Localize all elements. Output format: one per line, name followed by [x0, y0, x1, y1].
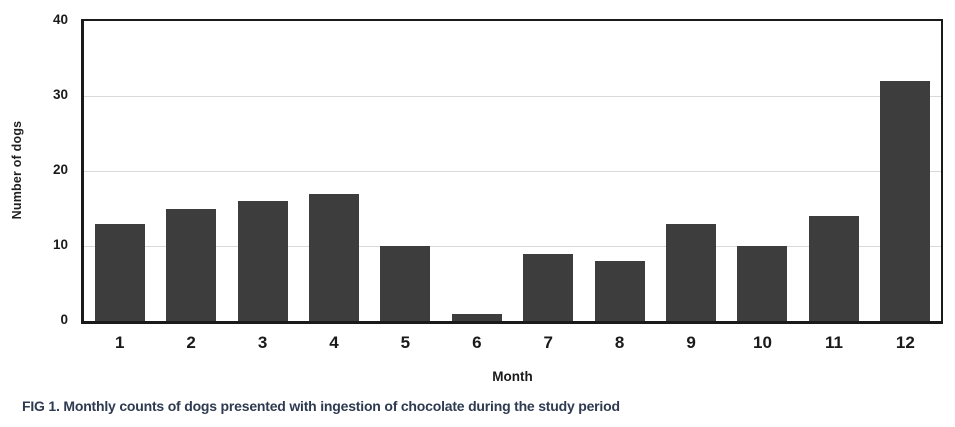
x-tick-label-11: 11 [824, 333, 843, 352]
x-tick-label-1: 1 [114, 333, 125, 352]
y-tick-label-30: 30 [52, 87, 68, 102]
bar-month-6 [451, 313, 502, 321]
figure-caption: FIG 1. Monthly counts of dogs presented … [22, 398, 620, 414]
x-tick-label-7: 7 [543, 333, 553, 352]
x-tick-label-6: 6 [472, 333, 482, 352]
bar-month-4 [308, 193, 359, 321]
bar-month-8 [594, 261, 645, 321]
gridline-y-30 [84, 95, 941, 97]
plot-area [81, 19, 943, 324]
x-axis-title: Month [492, 369, 533, 384]
bar-month-10 [737, 246, 788, 321]
bar-month-7 [523, 253, 574, 321]
bar-month-3 [237, 201, 288, 321]
bar-month-5 [380, 246, 431, 321]
y-tick-label-10: 10 [52, 237, 68, 252]
x-tick-label-10: 10 [753, 333, 772, 352]
y-axis-title: Number of dogs [10, 120, 24, 220]
x-tick-label-9: 9 [686, 333, 696, 352]
bar-month-1 [94, 223, 145, 321]
x-tick-label-5: 5 [400, 333, 411, 352]
bar-month-11 [808, 216, 859, 321]
y-tick-label-0: 0 [60, 312, 68, 327]
gridline-y-20 [84, 170, 941, 172]
x-axis-tick-row: 1 2 3 4 5 6 7 8 9 10 11 12 [84, 332, 941, 353]
bar-month-12 [880, 81, 931, 321]
x-tick-label-3: 3 [257, 333, 268, 352]
x-tick-label-8: 8 [614, 333, 625, 352]
y-tick-label-20: 20 [52, 162, 68, 177]
bar-month-9 [666, 223, 717, 321]
x-tick-label-4: 4 [329, 333, 339, 352]
y-tick-label-40: 40 [52, 12, 68, 27]
bar-month-2 [166, 208, 217, 321]
x-tick-label-12: 12 [895, 333, 915, 352]
x-tick-label-2: 2 [186, 333, 196, 352]
gridline-y-10 [84, 245, 941, 247]
